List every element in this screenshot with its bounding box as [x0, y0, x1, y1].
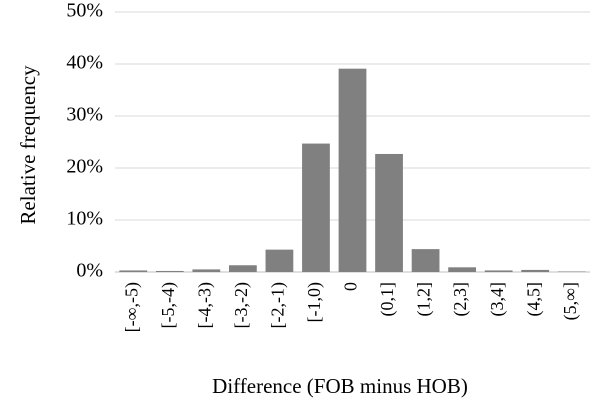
y-axis-title: Relative frequency: [16, 65, 40, 225]
bar: [119, 270, 148, 272]
bar: [302, 143, 330, 272]
x-tick-label: (2,3]: [450, 282, 471, 317]
y-tick-label: 10%: [66, 208, 103, 230]
bar: [375, 153, 403, 272]
bar: [448, 267, 476, 272]
x-tick-label: 0: [341, 282, 361, 291]
bar: [484, 270, 513, 272]
x-tick-label: [-4,-3): [194, 282, 215, 328]
bar: [192, 269, 221, 272]
x-tick-label: (1,2]: [414, 282, 435, 317]
x-tick-label: [-5,-4): [158, 282, 179, 328]
bar: [229, 265, 257, 272]
bar: [557, 271, 586, 272]
x-tick-label: [-2,-1): [268, 282, 289, 328]
y-tick-label: 20%: [66, 156, 103, 178]
bar: [155, 270, 184, 272]
bar: [265, 249, 294, 272]
bar: [411, 249, 440, 272]
x-axis-title: Difference (FOB minus HOB): [212, 374, 468, 398]
x-tick-label: (0,1]: [377, 282, 398, 317]
bar: [521, 269, 550, 272]
y-tick-label: 0%: [76, 260, 103, 282]
y-tick-label: 30%: [66, 104, 103, 126]
x-tick-label: (5,∞]: [560, 282, 581, 320]
y-tick-label: 40%: [66, 52, 103, 74]
x-tick-label: [-1,0): [304, 282, 325, 322]
y-tick-label: 50%: [66, 0, 103, 22]
x-tick-label: (3,4]: [487, 282, 508, 317]
x-tick-label: [-∞,-5): [121, 282, 142, 332]
bar: [338, 68, 367, 273]
x-tick-label: (4,5]: [523, 282, 544, 317]
x-tick-label: [-3,-2): [231, 282, 252, 328]
